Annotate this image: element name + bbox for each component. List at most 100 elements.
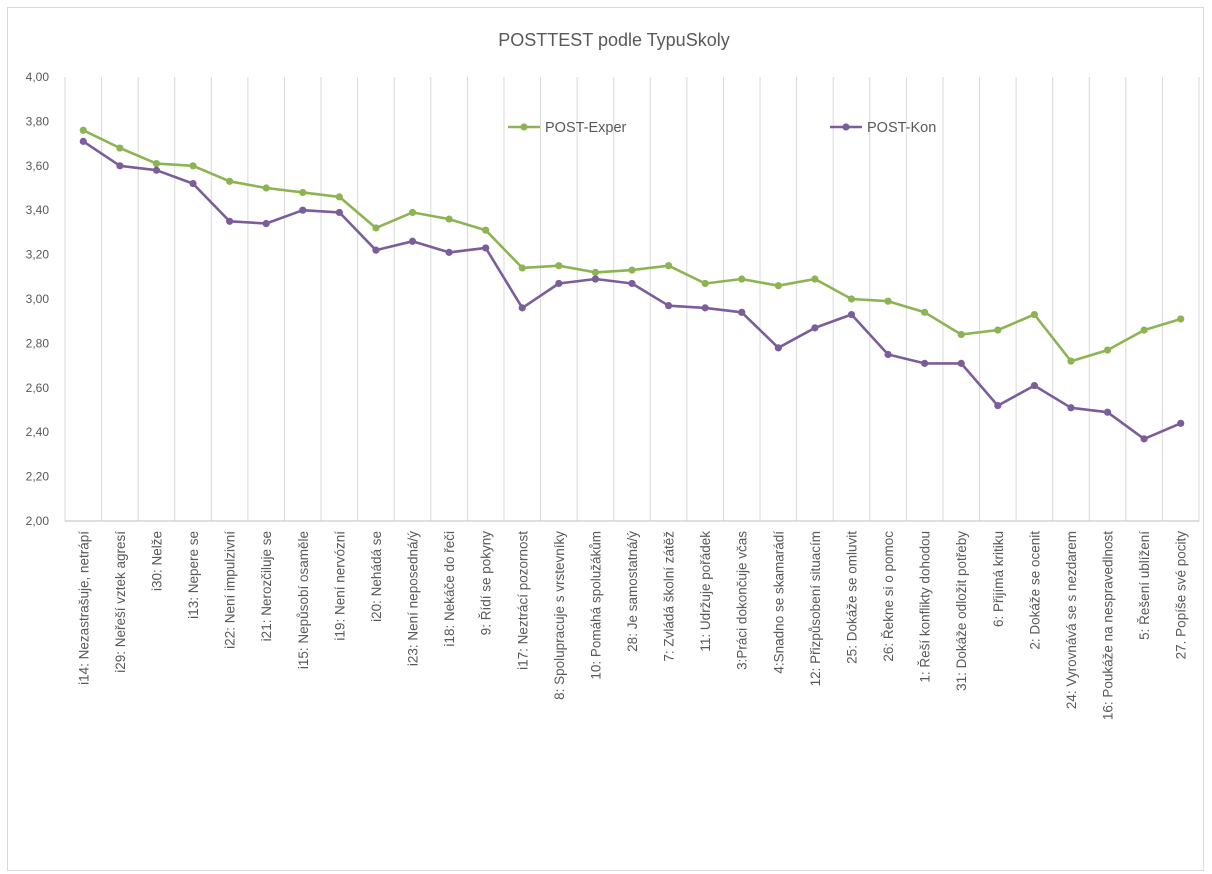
data-point [738, 308, 746, 316]
data-point [299, 206, 307, 214]
x-tick-label: i29: Neřeší vztek agresí [113, 531, 128, 673]
data-point [847, 310, 856, 319]
x-tick-label: 5: Řešení ublížení [1137, 531, 1152, 640]
legend-label: POST-Kon [867, 120, 936, 136]
y-tick-label: 2,20 [26, 470, 50, 484]
data-point [1177, 419, 1185, 427]
x-tick-label: 11: Udržuje pořádek [698, 531, 713, 652]
x-tick-label: i23: Není neposedná/ý [406, 531, 421, 666]
y-tick-label: 3,80 [26, 114, 50, 128]
data-point [482, 226, 490, 234]
x-tick-label: 27. Popíše své pocity [1174, 531, 1189, 660]
data-point [408, 208, 417, 217]
x-tick-label: 16: Poukáže na nespravedlnost [1101, 531, 1116, 720]
data-point [884, 350, 892, 359]
data-point [1030, 381, 1038, 390]
data-point [957, 330, 965, 339]
data-point [884, 297, 892, 305]
x-tick-label: 12: Přizpůsobení situacím [808, 531, 823, 686]
data-point [994, 326, 1002, 334]
data-point [774, 344, 782, 352]
data-point [226, 217, 234, 225]
y-tick-label: 3,60 [26, 159, 50, 173]
x-tick-label: 24: Vyrovnává se s nezdarem [1064, 531, 1079, 709]
x-tick-label: 8: Spolupracuje s vrstevníky [552, 531, 567, 700]
data-point [921, 308, 929, 316]
data-point [847, 295, 856, 303]
data-point [921, 359, 929, 367]
data-point [774, 282, 782, 290]
x-tick-label: i17: Neztrácí pozornost [515, 531, 530, 670]
data-point [591, 268, 600, 276]
y-tick-label: 2,00 [26, 514, 50, 528]
data-point [628, 266, 636, 274]
x-tick-label: i18: Nekáče do řeči [442, 531, 457, 647]
x-tick-label: i21: Nerozčiluje se [259, 531, 274, 641]
data-point [1067, 357, 1075, 365]
data-point [1067, 404, 1075, 412]
data-point [1103, 346, 1112, 354]
data-point [445, 248, 453, 256]
y-tick-label: 2,40 [26, 425, 50, 439]
y-tick-label: 3,00 [26, 292, 50, 306]
data-point [738, 275, 746, 283]
data-point [226, 177, 234, 185]
y-tick-label: 2,80 [26, 336, 50, 350]
x-tick-label: i22: Není impulzivní [223, 531, 238, 649]
x-tick-label: i20: Nehádá se [369, 531, 384, 622]
data-point [189, 179, 197, 188]
data-point [299, 188, 307, 197]
x-tick-label: i15: Nepůsobí osaměle [296, 531, 311, 669]
data-point [1030, 310, 1038, 319]
data-point [811, 324, 819, 332]
x-tick-label: 7: Zvládá školní zátěž [662, 531, 677, 662]
data-point [1140, 435, 1148, 443]
y-tick-label: 3,40 [26, 203, 50, 217]
data-point [408, 237, 417, 245]
data-point [79, 126, 87, 134]
data-point [701, 304, 709, 312]
data-point [1103, 408, 1112, 416]
data-point [152, 166, 161, 174]
y-tick-label: 3,20 [26, 248, 50, 262]
data-point [811, 275, 819, 283]
data-point [1140, 326, 1148, 334]
data-point [1177, 315, 1185, 323]
x-tick-label: 26: Řekne si o pomoc [881, 531, 896, 662]
x-tick-label: 25: Dokáže se omluvit [844, 531, 859, 664]
data-point [116, 144, 124, 152]
x-tick-label: i13: Nepere se [186, 531, 201, 619]
chart-title: POSTTEST podle TypuSkoly [498, 30, 729, 50]
data-point [957, 359, 965, 367]
legend-label: POST-Exper [545, 120, 627, 136]
data-point [664, 302, 673, 310]
data-point [555, 262, 563, 270]
x-tick-label: 10: Pomáhá spolužákům [588, 531, 603, 680]
data-point [445, 215, 453, 223]
x-tick-label: 31: Dokáže odložit potřeby [954, 531, 969, 691]
data-point [664, 262, 673, 270]
data-point [628, 279, 636, 288]
data-point [189, 162, 197, 170]
x-tick-label: 28: Je samostatná/ý [625, 531, 640, 652]
data-point [335, 208, 343, 217]
chart-frame [7, 7, 1204, 871]
data-point [372, 246, 380, 254]
x-tick-label: 6: Přijímá kritiku [991, 531, 1006, 627]
y-tick-label: 4,00 [26, 70, 50, 84]
x-tick-label: 1: Řeší konflikty dohodou [918, 531, 933, 683]
data-point [701, 279, 709, 288]
data-point [262, 219, 270, 228]
x-tick-label: 2: Dokáže se ocenit [1027, 531, 1042, 650]
legend-marker [842, 123, 850, 131]
data-point [262, 184, 270, 192]
data-point [335, 193, 343, 201]
y-tick-label: 2,60 [26, 381, 50, 395]
data-point [518, 304, 526, 312]
x-tick-label: i14: Nezastrašuje, netrápí [76, 531, 91, 685]
x-tick-label: 4:Snadno se skamarádí [771, 531, 786, 674]
data-point [116, 162, 124, 170]
data-point [482, 244, 490, 252]
data-point [152, 159, 161, 168]
